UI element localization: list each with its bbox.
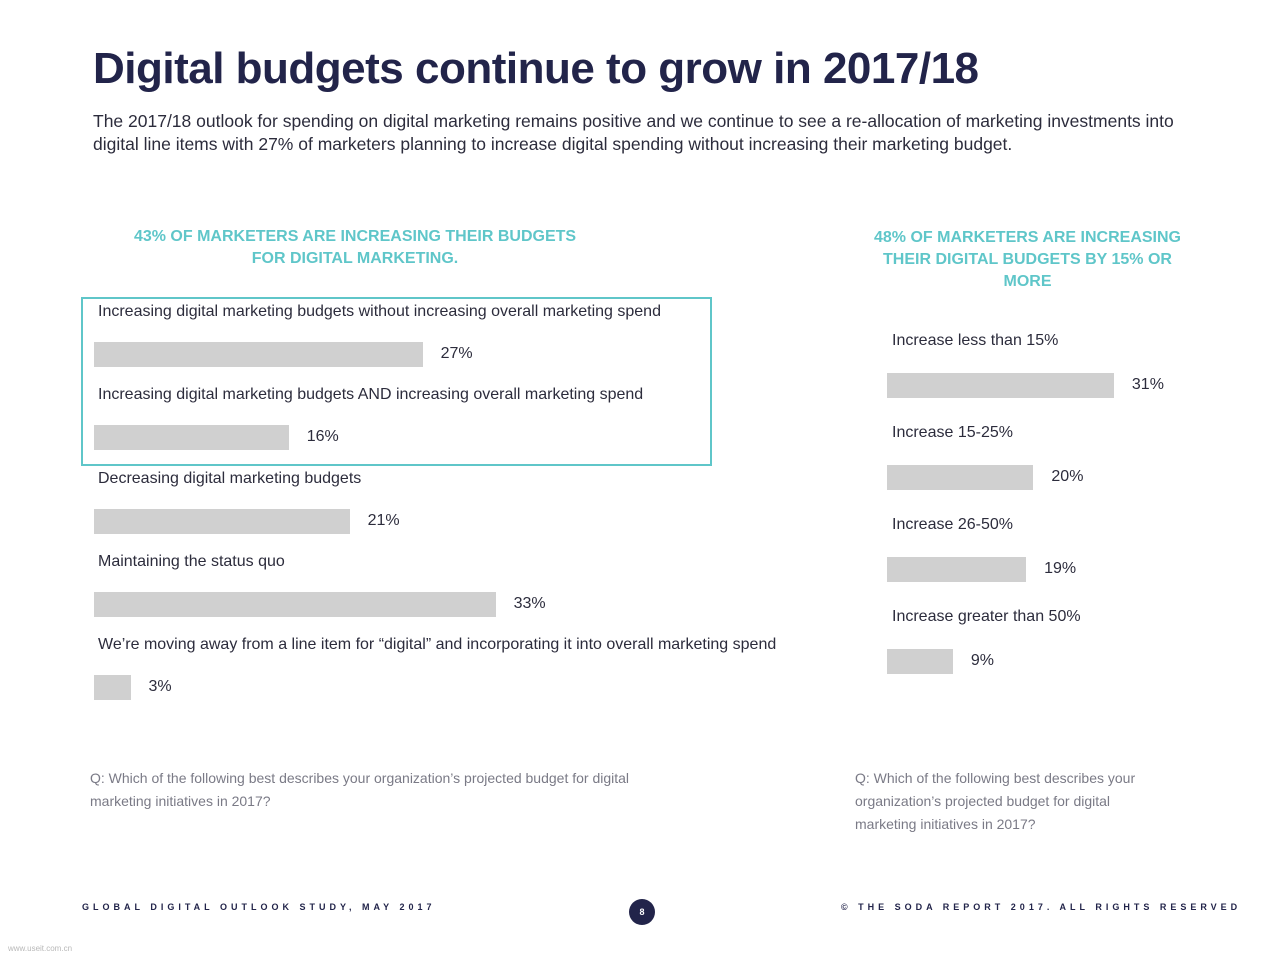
bar [887, 373, 1114, 398]
bar-label: Maintaining the status quo [98, 552, 285, 570]
intro-paragraph: The 2017/18 outlook for spending on digi… [93, 111, 1174, 154]
left-chart-question: Q: Which of the following best describes… [90, 770, 630, 809]
bar-label: Increase 15-25% [892, 424, 1013, 441]
bar-value-label: 27% [440, 345, 473, 362]
right-chart-question: Q: Which of the following best describes… [855, 770, 1136, 832]
bar [94, 342, 423, 367]
bar-value-label: 9% [970, 652, 994, 669]
bar [94, 591, 496, 617]
page-title: Digital budgets continue to grow in 2017… [93, 44, 979, 93]
right-chart-title: 48% OF MARKETERS ARE INCREASING THEIR DI… [874, 229, 1181, 290]
bar-value-label: 33% [513, 594, 546, 612]
bar-value-label: 19% [1044, 560, 1077, 577]
highlight-box [81, 297, 712, 466]
bar-value-label: 3% [148, 678, 172, 696]
bar [887, 465, 1034, 490]
bar-value-label: 31% [1131, 376, 1164, 393]
bar-value-label: 20% [1051, 468, 1084, 485]
bar [887, 557, 1027, 582]
bar-value-label: 16% [306, 428, 339, 446]
left-chart-title: 43% OF MARKETERS ARE INCREASING THEIR BU… [133, 228, 577, 267]
watermark: www.useit.com.cn [8, 944, 73, 953]
footer-copyright: © THE SODA REPORT 2017. ALL RIGHTS RESER… [841, 902, 1242, 912]
bar [94, 425, 289, 451]
bar-label: Increase greater than 50% [892, 608, 1081, 625]
footer-study-name: GLOBAL DIGITAL OUTLOOK STUDY, MAY 2017 [82, 902, 436, 912]
bar-label: Increase 26-50% [892, 516, 1013, 533]
bar-label: Increase less than 15% [892, 332, 1059, 349]
bar [94, 675, 131, 701]
bar-label: Increasing digital marketing budgets AND… [98, 386, 644, 404]
bar-label: Increasing digital marketing budgets wit… [98, 303, 661, 320]
bar [94, 508, 350, 534]
bar [887, 649, 953, 674]
page-number-badge: 8 [629, 899, 655, 925]
bar-value-label: 21% [367, 511, 400, 529]
bar-label: Decreasing digital marketing budgets [98, 469, 362, 487]
bar-label: We’re moving away from a line item for “… [98, 636, 777, 654]
